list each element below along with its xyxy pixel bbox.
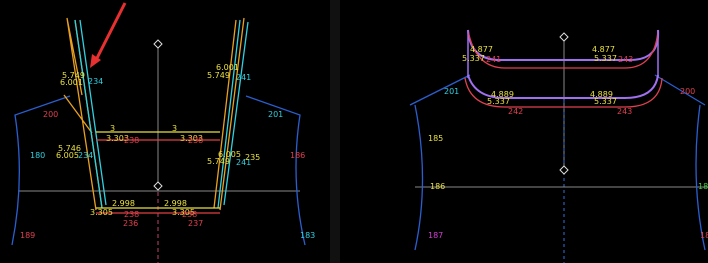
dimension-label: 201 xyxy=(268,110,283,119)
dimension-label: 180 xyxy=(30,151,45,160)
dimension-label: 201 xyxy=(444,87,459,96)
dimension-label: 5.337 xyxy=(594,97,617,106)
dimension-label: 2.998 xyxy=(164,199,187,208)
dimension-label: 5.337 xyxy=(462,54,485,63)
dimension-label: 237 xyxy=(188,219,203,228)
dimension-label: 241 xyxy=(236,73,251,82)
dimension-label: 236 xyxy=(123,219,138,228)
dimension-label: 18 xyxy=(700,231,708,240)
dimension-label: 200 xyxy=(680,87,695,96)
dimension-label: 186 xyxy=(430,182,445,191)
dimension-label: 238 xyxy=(188,136,203,145)
dimension-label: 234 xyxy=(88,77,103,86)
dimension-label: 186 xyxy=(698,182,708,191)
dimension-label: 200 xyxy=(43,110,58,119)
dimension-label: 6.001 xyxy=(60,78,83,87)
dimension-label: 3.305 xyxy=(90,208,113,217)
dimension-label: 5.749 xyxy=(207,157,230,166)
dimension-label: 5.337 xyxy=(487,97,510,106)
dimension-label: 238 xyxy=(124,210,139,219)
dimension-label: 183 xyxy=(300,231,315,240)
dimension-label: 242 xyxy=(508,107,523,116)
dimension-label: 5.749 xyxy=(207,71,230,80)
dimension-label: 3 xyxy=(110,124,115,133)
dimension-label: 238 xyxy=(124,136,139,145)
panel-gap xyxy=(330,0,340,263)
dimension-label: 189 xyxy=(20,231,35,240)
dimension-label: 235 xyxy=(245,153,260,162)
dimension-label: 185 xyxy=(428,134,443,143)
cad-canvas: 5.7496.0012346.0015.74924120020118018633… xyxy=(0,0,708,263)
dimension-label: 186 xyxy=(290,151,305,160)
dimension-label: 234 xyxy=(78,151,93,160)
dimension-label: 4.877 xyxy=(470,45,493,54)
dimension-label: 2.998 xyxy=(112,199,135,208)
dimension-label: 243 xyxy=(617,107,632,116)
dimension-label: 238 xyxy=(182,210,197,219)
dimension-label: 3 xyxy=(172,124,177,133)
dimension-label: 4.877 xyxy=(592,45,615,54)
dimension-label: 243 xyxy=(618,55,633,64)
dimension-label: 187 xyxy=(428,231,443,240)
dimension-label: 6.005 xyxy=(56,151,79,160)
dimension-label: 241 xyxy=(486,55,501,64)
dimension-label: 5.337 xyxy=(594,54,617,63)
